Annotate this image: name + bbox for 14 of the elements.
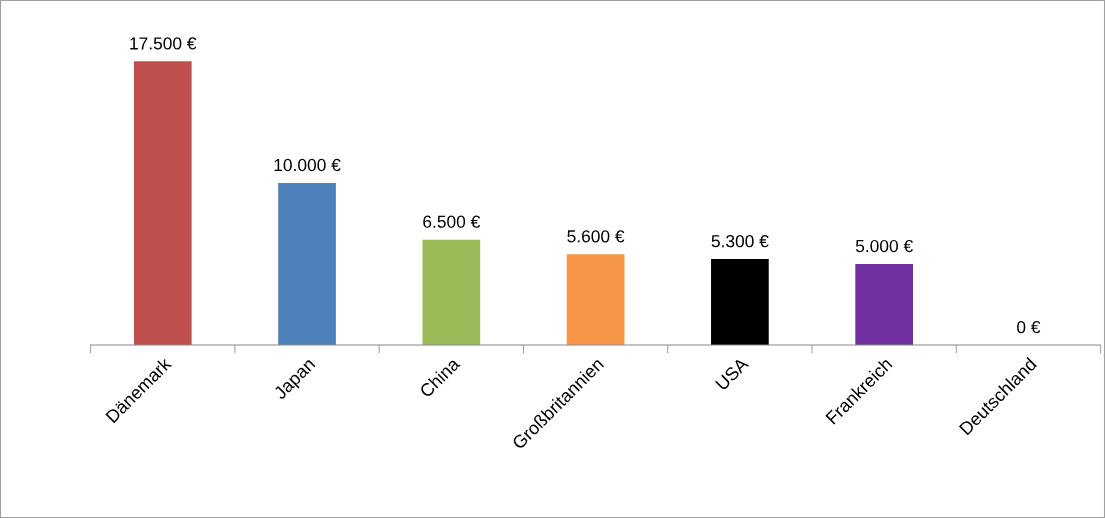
bar	[133, 61, 192, 345]
data-label: 17.500 €	[130, 37, 197, 50]
bar	[855, 263, 914, 345]
data-label: 10.000 €	[274, 158, 341, 172]
data-label: 5.000 €	[855, 239, 913, 253]
data-label: 5.600 €	[567, 230, 625, 243]
data-label: 0 €	[1017, 320, 1041, 334]
x-tick-label: USA	[714, 356, 750, 391]
bar	[566, 254, 625, 345]
data-label: 6.500 €	[423, 215, 481, 228]
data-label: 5.300 €	[711, 235, 769, 248]
bar	[278, 182, 336, 345]
bar	[422, 239, 481, 345]
bar	[711, 259, 769, 345]
